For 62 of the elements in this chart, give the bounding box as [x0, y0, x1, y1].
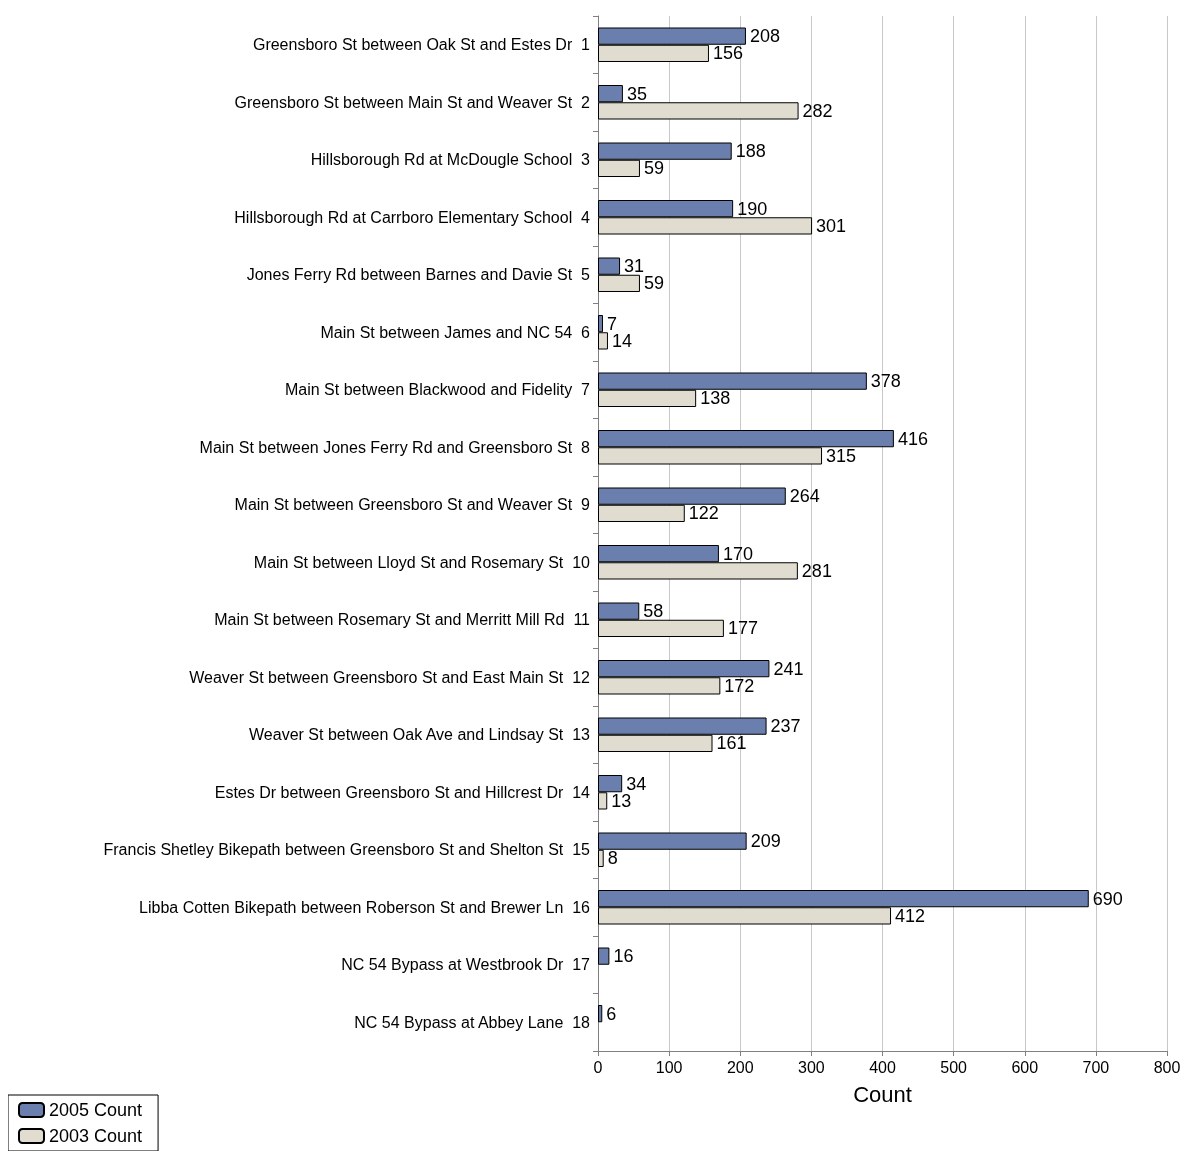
y-tick-label: Main St between Rosemary St and Merritt Mill Rd 11 [214, 611, 591, 629]
data-label: 31 [624, 256, 645, 277]
data-label: 190 [737, 198, 768, 219]
data-label: 208 [749, 26, 780, 47]
x-tick-label: 700 [1082, 1058, 1110, 1076]
data-label: 690 [1092, 888, 1123, 909]
data-label: 188 [735, 141, 766, 162]
x-tick-label: 300 [798, 1058, 825, 1076]
y-tick-label: Greensboro St between Main St and Weaver St 2 [234, 93, 591, 111]
y-tick-label: Estes Dr between Greensboro St and Hillcrest Dr 14 [214, 783, 591, 801]
data-label: 412 [895, 905, 926, 926]
data-label: 241 [773, 658, 804, 679]
data-label: 177 [727, 618, 758, 639]
x-tick-label: 100 [655, 1058, 683, 1076]
bar [598, 1005, 603, 1023]
y-tick-label: Greensboro St between Oak St and Estes Dr 1 [252, 36, 591, 54]
y-tick-label: Hillsborough Rd at McDougle School 3 [310, 151, 591, 169]
data-label: 156 [712, 43, 743, 64]
legend-label: 2005 Count [49, 1100, 143, 1120]
y-tick-label: NC 54 Bypass at Westbrook Dr 17 [341, 956, 591, 974]
data-label: 138 [700, 388, 731, 409]
data-label: 264 [789, 486, 820, 507]
y-tick-label: Francis Shetley Bikepath between Greensboro St and Shelton St 15 [103, 841, 591, 859]
data-label: 6 [606, 1003, 617, 1024]
y-tick-label: Libba Cotten Bikepath between Roberson St and Brewer Ln 16 [139, 898, 591, 916]
data-label: 170 [722, 543, 753, 564]
bar [598, 947, 610, 965]
x-tick-label: 500 [940, 1058, 968, 1076]
y-tick-label: Main St between Blackwood and Fidelity 7 [284, 381, 591, 399]
y-tick-label: Weaver St between Oak Ave and Lindsay St 13 [249, 726, 591, 744]
y-tick-label: NC 54 Bypass at Abbey Lane 18 [354, 1013, 591, 1031]
y-tick-label: Hillsborough Rd at Carrboro Elementary School 4 [234, 208, 591, 226]
x-tick-label: 400 [869, 1058, 896, 1076]
data-label: 161 [716, 733, 747, 754]
data-label: 315 [826, 445, 857, 466]
x-tick-label: 600 [1011, 1058, 1039, 1076]
y-tick-label: Weaver St between Greensboro St and East Main St 12 [189, 668, 591, 686]
y-tick-label: Main St between Lloyd St and Rosemary St 10 [253, 553, 591, 571]
data-label: 8 [607, 848, 618, 869]
data-label: 58 [643, 601, 664, 622]
data-label: 301 [816, 215, 847, 236]
data-label: 378 [870, 371, 901, 392]
data-label: 237 [770, 716, 801, 737]
x-tick-label: 800 [1153, 1058, 1181, 1076]
y-tick-label: Jones Ferry Rd between Barnes and Davie St 5 [246, 266, 591, 284]
data-label: 122 [688, 503, 719, 524]
x-tick-label: 0 [593, 1058, 603, 1076]
data-label: 59 [643, 273, 664, 294]
x-axis-title: Count [853, 1081, 912, 1107]
data-label: 16 [613, 946, 634, 967]
data-label: 59 [643, 158, 664, 179]
x-tick-label: 200 [726, 1058, 754, 1076]
data-label: 416 [897, 428, 928, 449]
legend-label: 2003 Count [49, 1126, 143, 1146]
data-label: 281 [801, 560, 832, 581]
data-label: 35 [626, 83, 647, 104]
y-tick-label: Main St between Greensboro St and Weaver St 9 [234, 496, 591, 514]
data-label: 172 [724, 675, 755, 696]
data-label: 282 [802, 100, 833, 121]
y-tick-label: Main St between Jones Ferry Rd and Greensboro St 8 [199, 438, 591, 456]
y-tick-label: Main St between James and NC 54 6 [320, 323, 591, 341]
data-label: 209 [750, 831, 781, 852]
